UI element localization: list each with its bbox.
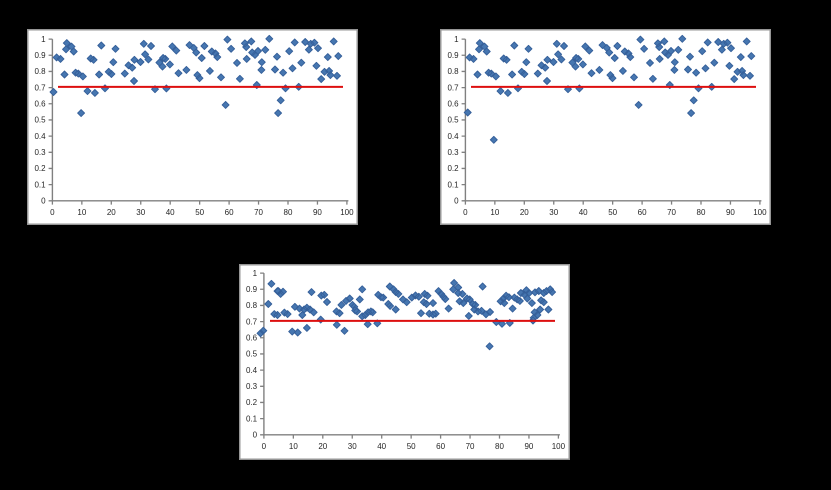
svg-text:1: 1 <box>41 35 46 44</box>
svg-text:20: 20 <box>520 208 529 217</box>
svg-text:0: 0 <box>262 442 267 451</box>
svg-text:0.8: 0.8 <box>246 301 258 310</box>
svg-text:90: 90 <box>524 442 533 451</box>
svg-text:100: 100 <box>340 208 354 217</box>
svg-text:30: 30 <box>136 208 145 217</box>
svg-text:0.7: 0.7 <box>447 83 459 92</box>
svg-text:100: 100 <box>753 208 767 217</box>
svg-text:0.1: 0.1 <box>447 180 459 189</box>
svg-text:0.5: 0.5 <box>447 116 459 125</box>
svg-text:40: 40 <box>377 442 386 451</box>
svg-text:0.5: 0.5 <box>246 350 258 359</box>
svg-text:0.8: 0.8 <box>34 67 46 76</box>
svg-text:90: 90 <box>313 208 322 217</box>
svg-text:0.4: 0.4 <box>246 366 258 375</box>
svg-text:0.3: 0.3 <box>447 148 459 157</box>
svg-text:0.9: 0.9 <box>246 285 258 294</box>
svg-text:0: 0 <box>454 197 459 206</box>
svg-text:80: 80 <box>697 208 706 217</box>
svg-text:0.4: 0.4 <box>34 132 46 141</box>
svg-text:70: 70 <box>466 442 475 451</box>
svg-text:0.6: 0.6 <box>34 99 46 108</box>
svg-text:10: 10 <box>77 208 86 217</box>
svg-text:0.8: 0.8 <box>447 67 459 76</box>
svg-text:60: 60 <box>638 208 647 217</box>
svg-text:60: 60 <box>436 442 445 451</box>
svg-text:0: 0 <box>50 208 55 217</box>
svg-text:0.2: 0.2 <box>34 164 46 173</box>
svg-text:70: 70 <box>667 208 676 217</box>
svg-text:40: 40 <box>579 208 588 217</box>
svg-text:0.4: 0.4 <box>447 132 459 141</box>
svg-text:0.7: 0.7 <box>34 83 46 92</box>
svg-text:0: 0 <box>41 197 46 206</box>
svg-text:0.9: 0.9 <box>447 51 459 60</box>
svg-text:0.5: 0.5 <box>34 116 46 125</box>
svg-text:50: 50 <box>195 208 204 217</box>
svg-text:90: 90 <box>726 208 735 217</box>
svg-text:70: 70 <box>254 208 263 217</box>
svg-text:0: 0 <box>253 431 258 440</box>
svg-text:30: 30 <box>348 442 357 451</box>
svg-text:80: 80 <box>284 208 293 217</box>
svg-text:0: 0 <box>463 208 468 217</box>
svg-text:40: 40 <box>166 208 175 217</box>
svg-text:0.1: 0.1 <box>246 414 258 423</box>
svg-text:0.3: 0.3 <box>34 148 46 157</box>
svg-text:0.2: 0.2 <box>447 164 459 173</box>
svg-text:0.3: 0.3 <box>246 382 258 391</box>
svg-text:0.2: 0.2 <box>246 398 258 407</box>
svg-text:60: 60 <box>225 208 234 217</box>
svg-text:30: 30 <box>549 208 558 217</box>
svg-text:80: 80 <box>495 442 504 451</box>
svg-text:20: 20 <box>318 442 327 451</box>
svg-text:0.6: 0.6 <box>447 99 459 108</box>
svg-text:20: 20 <box>107 208 116 217</box>
svg-text:0.6: 0.6 <box>246 333 258 342</box>
svg-text:100: 100 <box>552 442 566 451</box>
svg-text:0.7: 0.7 <box>246 317 258 326</box>
svg-text:0.1: 0.1 <box>34 180 46 189</box>
svg-text:50: 50 <box>407 442 416 451</box>
svg-text:0.9: 0.9 <box>34 51 46 60</box>
svg-text:10: 10 <box>289 442 298 451</box>
svg-text:1: 1 <box>253 269 258 278</box>
svg-text:1: 1 <box>454 35 459 44</box>
svg-text:50: 50 <box>608 208 617 217</box>
svg-text:10: 10 <box>490 208 499 217</box>
